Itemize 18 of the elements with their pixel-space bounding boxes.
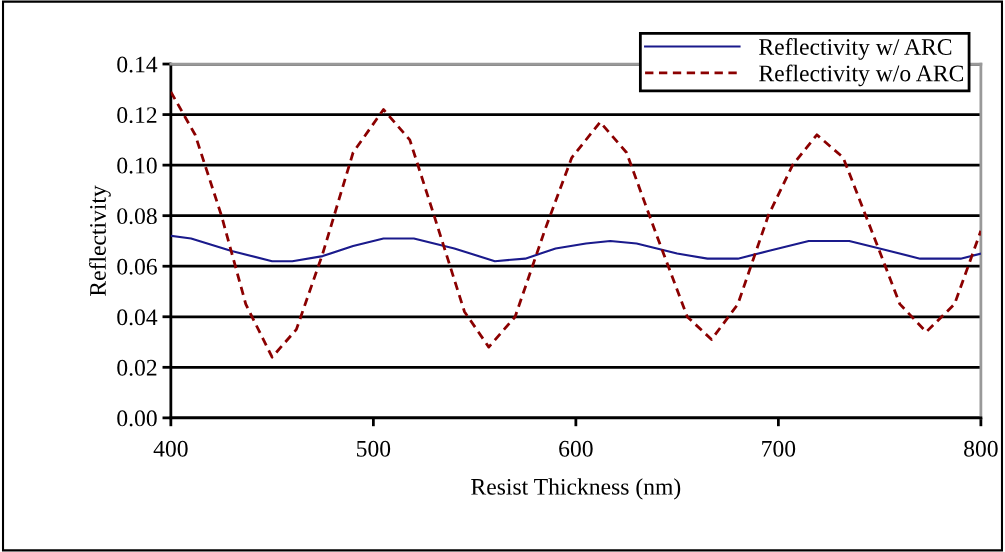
y-tick-label: 0.14	[117, 56, 158, 73]
legend-label: Reflectivity w/o ARC	[759, 64, 964, 87]
y-tick-label: 0.10	[117, 157, 157, 174]
y-tick-label: 0.06	[117, 258, 157, 275]
x-tick-label: 500	[357, 440, 391, 457]
x-tick-label: 600	[559, 440, 593, 457]
y-tick-label: 0.02	[117, 359, 157, 376]
legend-label: Reflectivity w/ ARC	[759, 38, 952, 60]
y-tick-label: 0.12	[117, 107, 157, 124]
line-series	[170, 234, 981, 263]
x-tick-label: 700	[762, 440, 796, 457]
y-tick-label: 0.00	[117, 410, 157, 427]
y-tick-label: 0.04	[117, 309, 158, 326]
x-axis-title: Resist Thickness (nm)	[471, 478, 681, 500]
y-axis-title: Reflectivity	[89, 185, 111, 296]
x-tick-label: 400	[153, 440, 188, 457]
x-tick-label: 800	[964, 440, 998, 457]
y-tick-label: 0.08	[117, 208, 157, 225]
